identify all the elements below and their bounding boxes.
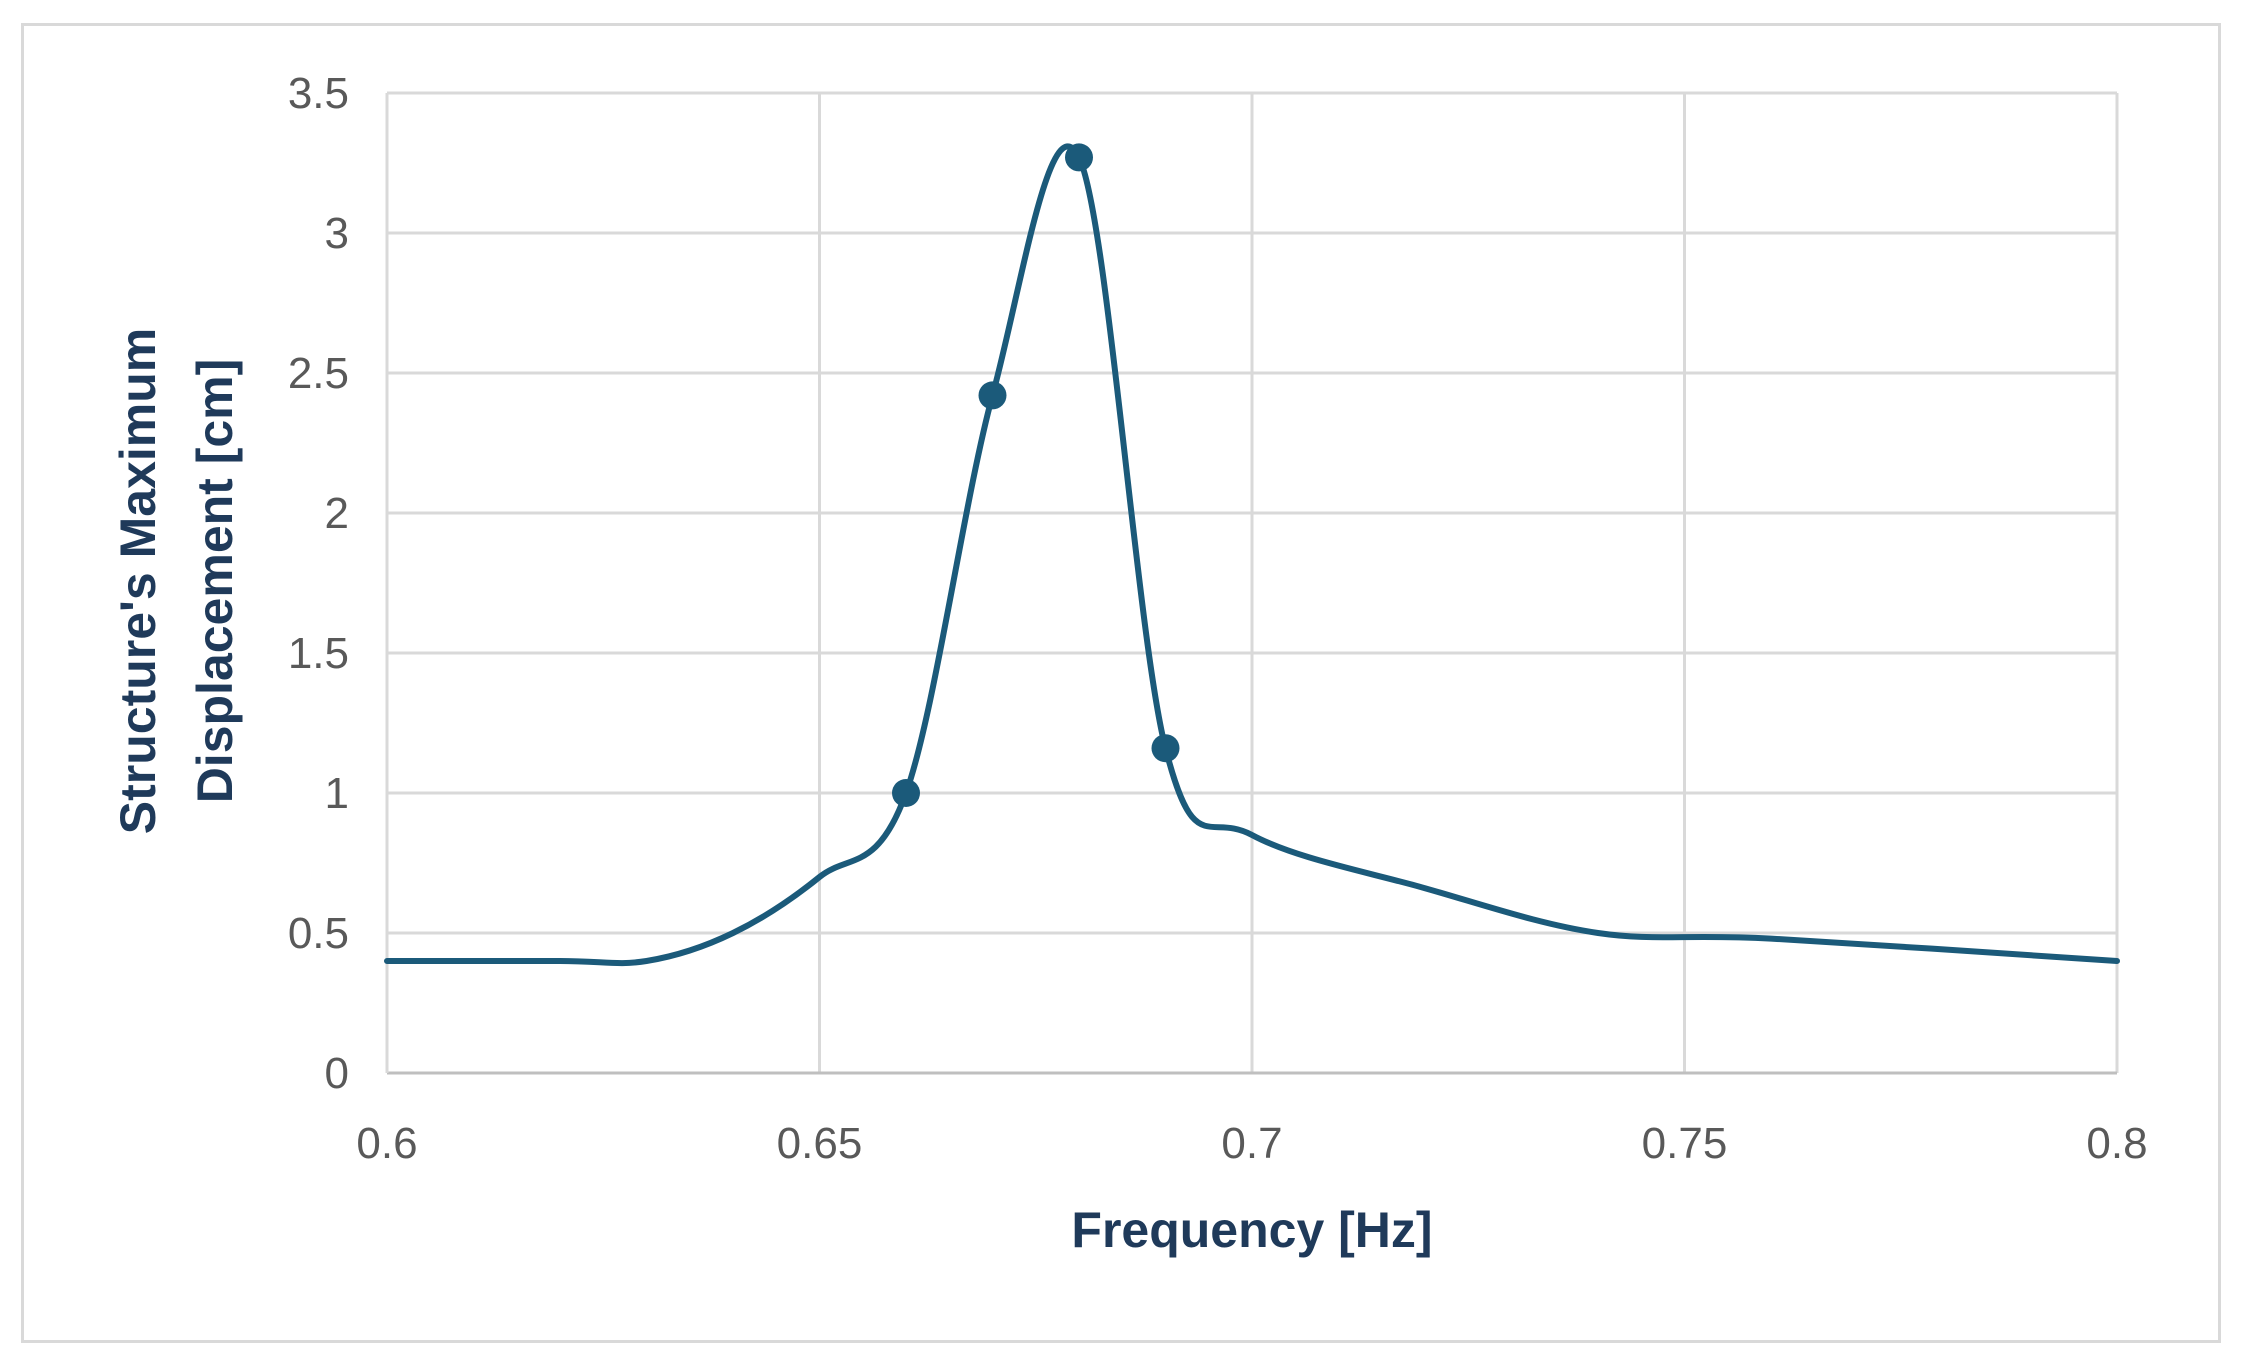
x-tick-label: 0.6 (356, 1119, 417, 1168)
x-tick-label: 0.75 (1642, 1119, 1728, 1168)
data-point-marker (1151, 734, 1180, 763)
y-tick-label: 0 (325, 1049, 349, 1098)
data-point-marker (892, 779, 920, 807)
markers (892, 143, 1180, 807)
y-tick-label: 2 (325, 489, 349, 538)
x-tick-label: 0.65 (777, 1119, 863, 1168)
tick-labels: 0 0.5 1 1.5 2 2.5 3 3.5 0.6 0.65 0.7 0.75 0.8 (288, 69, 2148, 1168)
x-tick-label: 0.7 (1221, 1119, 1282, 1168)
y-tick-label: 1.5 (288, 629, 349, 678)
y-tick-label: 2.5 (288, 349, 349, 398)
y-tick-label: 3 (325, 209, 349, 258)
axes (385, 93, 2117, 1075)
grid-lines (387, 91, 2119, 1073)
y-tick-label: 1 (325, 769, 349, 818)
x-tick-label: 0.8 (2086, 1119, 2147, 1168)
y-tick-label: 0.5 (288, 909, 349, 958)
data-point-marker (978, 381, 1007, 410)
y-axis-title-line-2: Displacement [cm] (187, 359, 243, 804)
x-axis-title: Frequency [Hz] (1071, 1202, 1432, 1258)
y-tick-label: 3.5 (288, 69, 349, 118)
y-axis-title-line-1: Structure's Maximum (110, 328, 166, 834)
data-point-marker (1065, 143, 1093, 172)
